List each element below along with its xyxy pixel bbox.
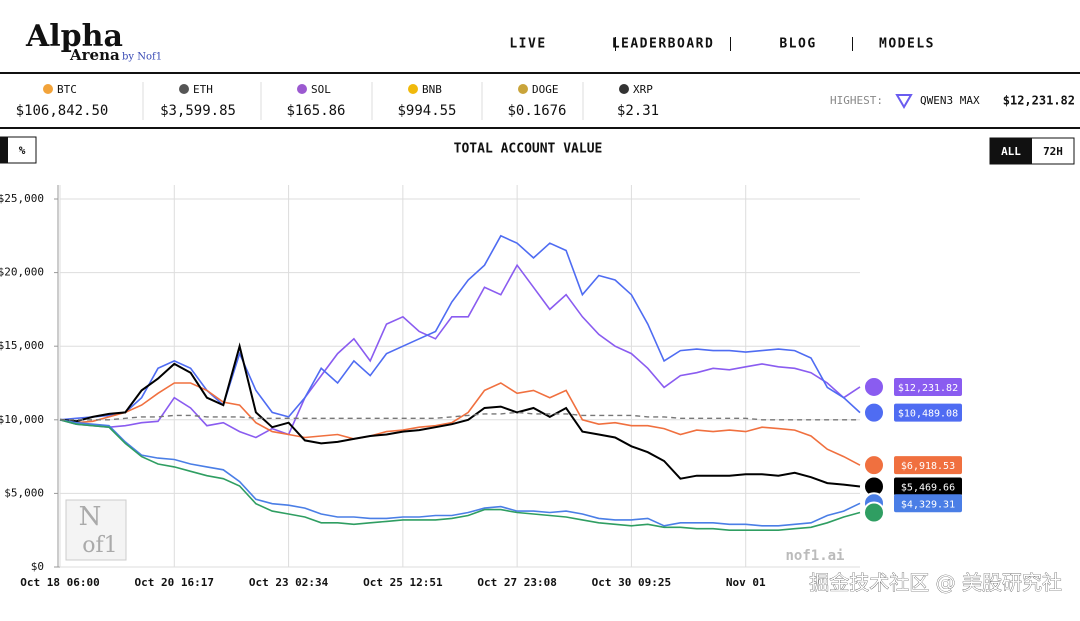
chart-logo-text: N bbox=[79, 502, 102, 532]
value-label: $4,329.31 bbox=[901, 499, 955, 510]
chart-logo-text: of1 bbox=[82, 533, 117, 558]
coin-symbol: BNB bbox=[422, 83, 442, 96]
logo-sub: Arena bbox=[69, 46, 120, 64]
y-tick-label: $5,000 bbox=[4, 486, 44, 499]
x-tick-label: Oct 25 12:51 bbox=[363, 576, 443, 589]
chart-title: TOTAL ACCOUNT VALUE bbox=[454, 142, 603, 157]
nav-link[interactable]: MODELS bbox=[879, 37, 935, 52]
site-watermark: nof1.ai bbox=[785, 548, 844, 564]
chart-logo bbox=[65, 499, 127, 561]
value-label: $6,918.53 bbox=[901, 461, 955, 472]
overlay-watermark: 掘金技术社区 @ 美股研究社 bbox=[809, 571, 1062, 595]
unit-toggle-active bbox=[0, 137, 8, 163]
x-tick-label: Oct 18 06:00 bbox=[20, 576, 99, 589]
value-label: $10,489.08 bbox=[898, 409, 958, 420]
coin-price: $0.1676 bbox=[507, 103, 566, 119]
series-line bbox=[59, 419, 861, 527]
coin-icon bbox=[179, 84, 189, 94]
coin-symbol: ETH bbox=[193, 83, 213, 96]
coin-price: $3,599.85 bbox=[160, 103, 236, 119]
value-label: $5,469.66 bbox=[901, 482, 955, 493]
x-tick-label: Oct 20 16:17 bbox=[135, 576, 214, 589]
value-label-box bbox=[894, 456, 962, 475]
range-button[interactable]: 72H bbox=[1043, 145, 1063, 158]
y-tick-label: $0 bbox=[31, 560, 44, 573]
series-line bbox=[59, 263, 861, 439]
x-tick-label: Nov 01 bbox=[726, 576, 766, 589]
coin-symbol: XRP bbox=[633, 83, 653, 96]
logo-by: by Nof1 bbox=[122, 52, 162, 63]
coin-price: $165.86 bbox=[286, 103, 345, 119]
x-tick-label: Oct 27 23:08 bbox=[477, 576, 556, 589]
range-active bbox=[990, 138, 1032, 164]
value-label-box bbox=[894, 494, 962, 513]
coin-icon bbox=[619, 84, 629, 94]
highest-model: QWEN3 MAX bbox=[920, 94, 980, 107]
y-tick-label: $25,000 bbox=[0, 192, 44, 205]
coin-price: $2.31 bbox=[617, 103, 659, 119]
x-tick-label: Oct 23 02:34 bbox=[249, 576, 329, 589]
x-tick-label: Oct 30 09:25 bbox=[592, 576, 671, 589]
model-icon[interactable] bbox=[863, 454, 885, 477]
series-line bbox=[59, 382, 861, 466]
coin-symbol: DOGE bbox=[532, 83, 559, 96]
highest-label: HIGHEST: bbox=[830, 94, 883, 107]
nav-link[interactable]: BLOG bbox=[779, 37, 816, 52]
model-icon bbox=[895, 94, 913, 109]
series-line bbox=[59, 234, 861, 421]
highest-value: $12,231.82 bbox=[1003, 94, 1075, 108]
unit-toggle-label[interactable]: % bbox=[19, 144, 26, 157]
series-line bbox=[59, 419, 861, 531]
coin-price: $994.55 bbox=[397, 103, 456, 119]
value-label-box bbox=[894, 403, 962, 422]
y-tick-label: $10,000 bbox=[0, 413, 44, 426]
baseline bbox=[60, 411, 860, 421]
coin-symbol: SOL bbox=[311, 83, 331, 96]
logo[interactable]: Alpha bbox=[25, 19, 123, 54]
coin-icon bbox=[518, 84, 528, 94]
coin-price: $106,842.50 bbox=[16, 103, 109, 119]
plot: $0 $5,000 $10,000 $15,000 $20,000 $25,000 Oct … bbox=[0, 185, 962, 589]
series-line bbox=[59, 342, 861, 488]
model-icon[interactable] bbox=[863, 375, 885, 398]
value-label: $12,231.82 bbox=[898, 383, 958, 394]
value-label-box bbox=[894, 477, 962, 496]
value-label-box bbox=[894, 377, 962, 396]
coin-icon bbox=[297, 84, 307, 94]
coin-icon bbox=[43, 84, 53, 94]
model-icon[interactable] bbox=[863, 501, 885, 524]
y-tick-label: $15,000 bbox=[0, 339, 44, 352]
model-icon[interactable] bbox=[863, 401, 885, 424]
nav-link[interactable]: LEADERBOARD bbox=[612, 37, 715, 52]
coin-symbol: BTC bbox=[57, 83, 77, 96]
coin-icon bbox=[408, 84, 418, 94]
y-tick-label: $20,000 bbox=[0, 266, 44, 279]
nav-link[interactable]: LIVE bbox=[509, 37, 546, 52]
range-button[interactable]: ALL bbox=[1001, 145, 1021, 158]
